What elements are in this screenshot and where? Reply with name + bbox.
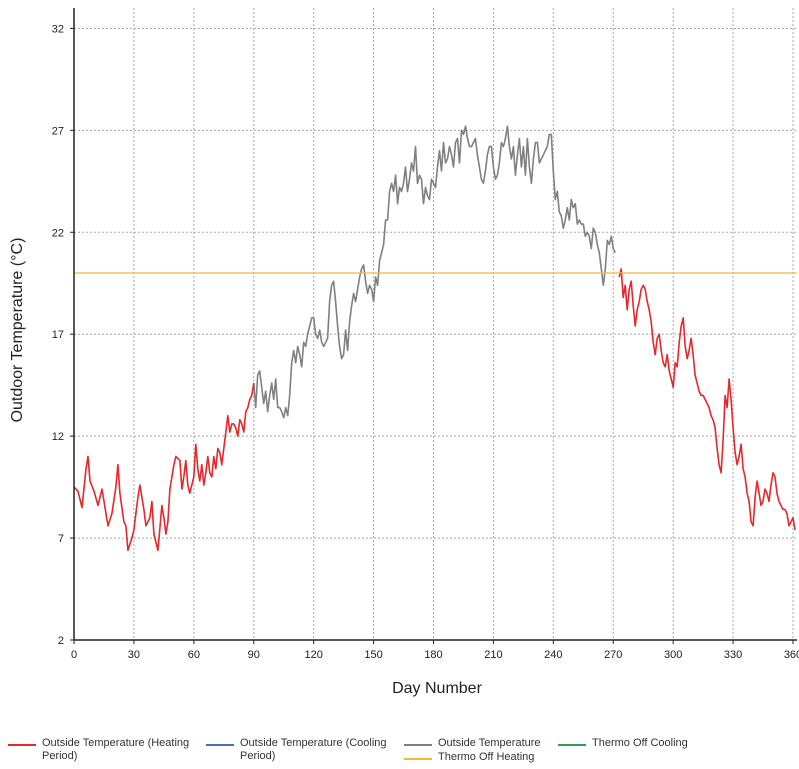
y-tick-label: 2: [58, 635, 64, 647]
series-line-outside-temperature-heating-period: [73, 382, 255, 552]
x-tick-label: 240: [544, 649, 562, 661]
x-tick-label: 270: [604, 649, 622, 661]
grid-lines: [73, 8, 797, 641]
x-tick-label: 210: [484, 649, 502, 661]
legend-swatch-thermo-off-cooling: [558, 744, 586, 746]
legend-item-thermo-off-cooling: Thermo Off Cooling: [558, 737, 688, 750]
tick-labels: 0306090120150180210240270300330360271217…: [52, 23, 799, 661]
legend-item-outside: Outside Temperature: [404, 737, 541, 750]
x-tick-label: 300: [664, 649, 682, 661]
legend-label-cooling-1: Outside Temperature (Cooling: [240, 737, 387, 749]
temperature-line-chart: 0306090120150180210240270300330360271217…: [9, 8, 799, 697]
y-axis-title: Outdoor Temperature (°C): [9, 238, 26, 423]
axes: [70, 8, 797, 644]
y-tick-label: 17: [52, 329, 64, 341]
x-tick-label: 150: [364, 649, 382, 661]
x-tick-label: 180: [424, 649, 442, 661]
legend: Outside Temperature (Heating Period) Out…: [0, 732, 799, 769]
x-tick-label: 360: [784, 649, 799, 661]
series-layer: [73, 125, 797, 552]
x-axis-title: Day Number: [392, 680, 482, 697]
series-line-outside-temperature: [253, 125, 617, 419]
y-tick-label: 27: [52, 125, 64, 137]
y-tick-label: 22: [52, 227, 64, 239]
x-tick-label: 120: [304, 649, 322, 661]
legend-label-heating-1: Outside Temperature (Heating: [42, 737, 190, 749]
x-tick-label: 60: [188, 649, 200, 661]
x-tick-label: 90: [248, 649, 260, 661]
legend-label-thermo-off-heating: Thermo Off Heating: [438, 751, 535, 763]
x-tick-label: 0: [71, 649, 77, 661]
legend-swatch-outside: [404, 744, 432, 746]
legend-item-cooling: Outside Temperature (Cooling Period): [206, 737, 387, 763]
legend-label-heating-2: Period): [42, 750, 78, 762]
x-tick-label: 30: [128, 649, 140, 661]
legend-item-heating: Outside Temperature (Heating Period): [8, 737, 189, 763]
legend-swatch-cooling: [206, 744, 234, 746]
y-tick-label: 12: [52, 431, 64, 443]
series-line-outside-temperature-heating-period: [618, 268, 796, 531]
legend-item-thermo-off-heating: Thermo Off Heating: [404, 751, 534, 764]
y-tick-label: 32: [52, 23, 64, 35]
legend-label-cooling-2: Period): [240, 750, 276, 762]
legend-swatch-heating: [8, 744, 36, 746]
x-tick-label: 330: [724, 649, 742, 661]
y-tick-label: 7: [58, 533, 64, 545]
legend-swatch-thermo-off-heating: [404, 758, 432, 760]
legend-label-thermo-off-cooling: Thermo Off Cooling: [592, 737, 688, 749]
legend-label-outside: Outside Temperature: [438, 737, 541, 749]
